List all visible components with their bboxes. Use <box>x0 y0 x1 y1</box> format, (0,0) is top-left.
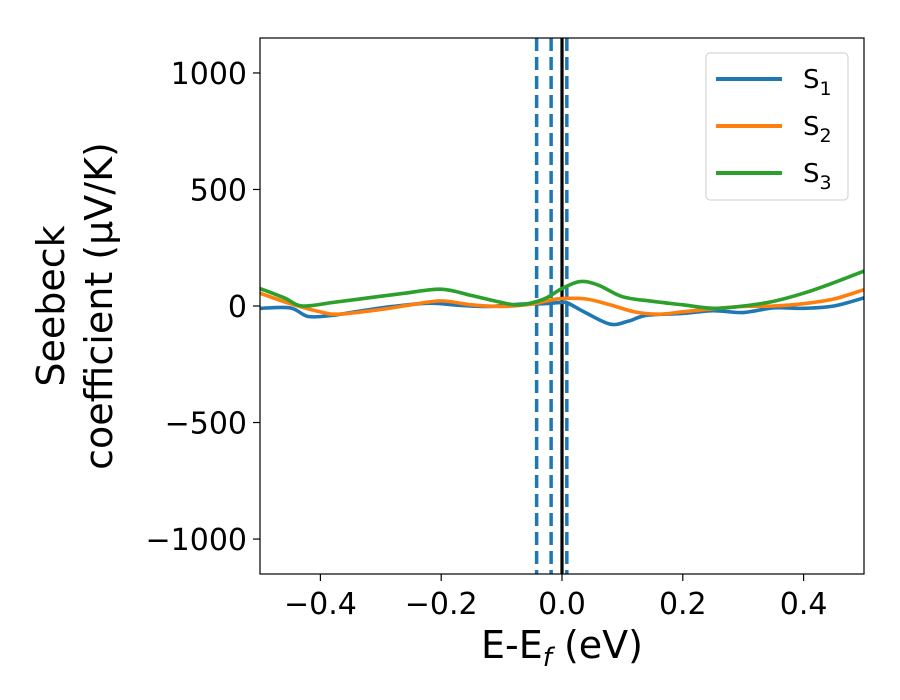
x-tick-label: −0.2 <box>405 587 478 622</box>
y-axis-label-line1: Seebeck <box>29 225 73 386</box>
legend: S1 S2 S3 <box>705 52 849 201</box>
legend-label-s1: S1 <box>803 65 832 100</box>
y-tick-label: 500 <box>190 173 247 208</box>
y-tick-label: 0 <box>228 290 247 325</box>
x-axis-label: E-Ef (eV) <box>481 623 643 673</box>
y-axis-ticks: 1000 500 0 −500 −1000 <box>146 57 260 558</box>
vertical-reference-lines <box>534 38 569 574</box>
x-tick-label: −0.4 <box>284 587 357 622</box>
y-axis-label-line2: coefficient (μV/K) <box>77 142 121 470</box>
legend-label-s2: S2 <box>803 112 832 147</box>
series-line-s3 <box>260 269 864 311</box>
x-tick-label: 0.0 <box>538 587 586 622</box>
y-tick-label: −500 <box>165 407 247 442</box>
legend-label-s3: S3 <box>803 159 832 194</box>
x-tick-label: 0.4 <box>780 587 828 622</box>
y-tick-label: −1000 <box>146 523 247 558</box>
series-lines <box>260 269 864 327</box>
y-tick-label: 1000 <box>171 57 247 92</box>
x-tick-label: 0.2 <box>659 587 707 622</box>
x-axis-ticks: −0.4 −0.2 0.0 0.2 0.4 <box>284 574 827 622</box>
